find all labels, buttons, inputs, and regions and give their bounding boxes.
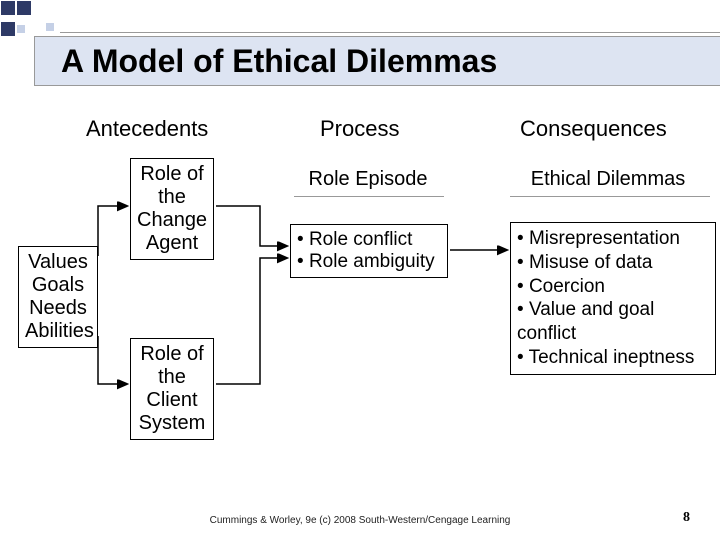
page-number: 8 <box>683 510 690 526</box>
arrows-layer <box>0 0 720 540</box>
footer-citation: Cummings & Worley, 9e (c) 2008 South-Wes… <box>0 515 720 526</box>
